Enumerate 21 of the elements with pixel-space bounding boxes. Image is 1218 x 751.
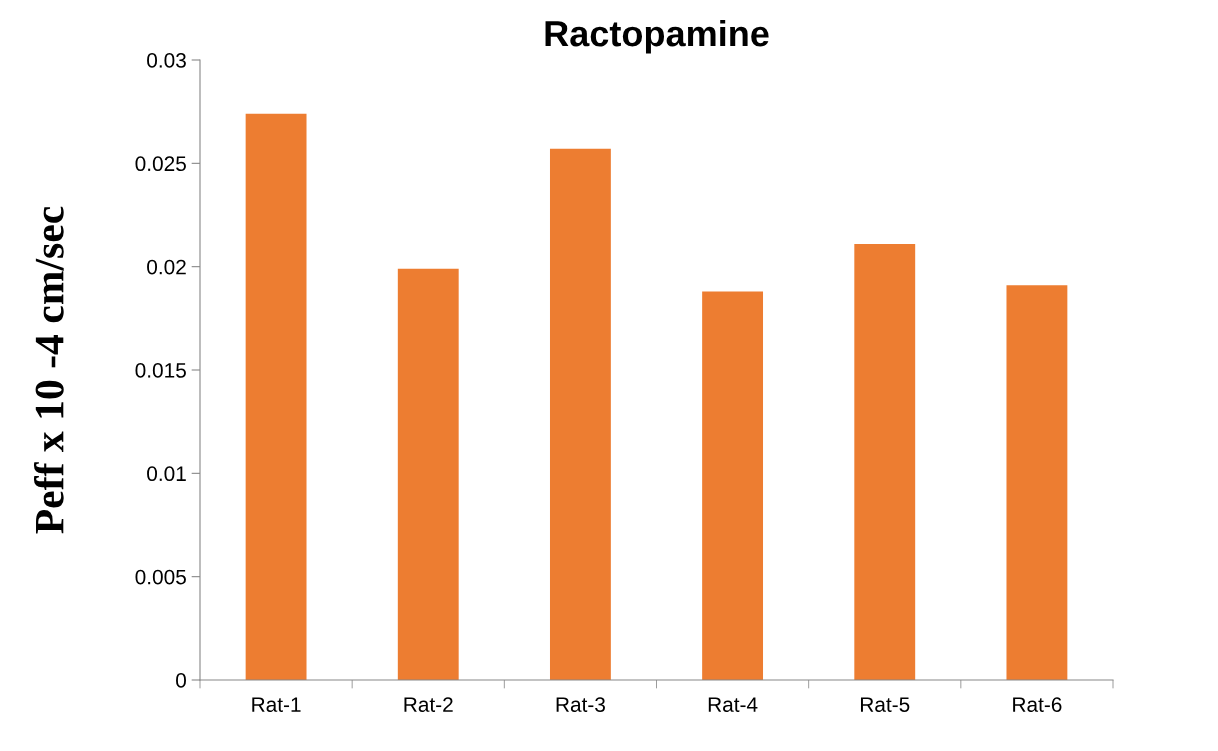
bar bbox=[1006, 285, 1068, 680]
y-tick-label: 0 bbox=[176, 673, 186, 688]
x-tick-label: Rat-2 bbox=[404, 697, 453, 712]
bar bbox=[397, 268, 459, 680]
bar bbox=[245, 113, 307, 680]
bar bbox=[702, 291, 764, 680]
y-tick-label: 0.02 bbox=[147, 259, 186, 275]
y-tick-label: 0.005 bbox=[135, 569, 186, 585]
y-tick-label: 0.01 bbox=[147, 466, 186, 482]
y-axis-title: Peff x 10 -4 cm/sec bbox=[33, 206, 64, 534]
x-tick-label: Rat-1 bbox=[252, 697, 301, 712]
chart-title: Ractopamine bbox=[545, 19, 769, 54]
y-tick-label: 0.015 bbox=[135, 363, 186, 378]
x-tick-label: Rat-6 bbox=[1013, 697, 1062, 712]
y-tick-label: 0.03 bbox=[147, 53, 186, 68]
bar bbox=[854, 243, 916, 680]
bar bbox=[549, 148, 611, 680]
x-tick-label: Rat-4 bbox=[708, 697, 758, 712]
x-tick-label: Rat-5 bbox=[860, 697, 910, 712]
y-tick-label: 0.025 bbox=[135, 156, 186, 172]
x-tick-label: Rat-3 bbox=[556, 697, 605, 712]
